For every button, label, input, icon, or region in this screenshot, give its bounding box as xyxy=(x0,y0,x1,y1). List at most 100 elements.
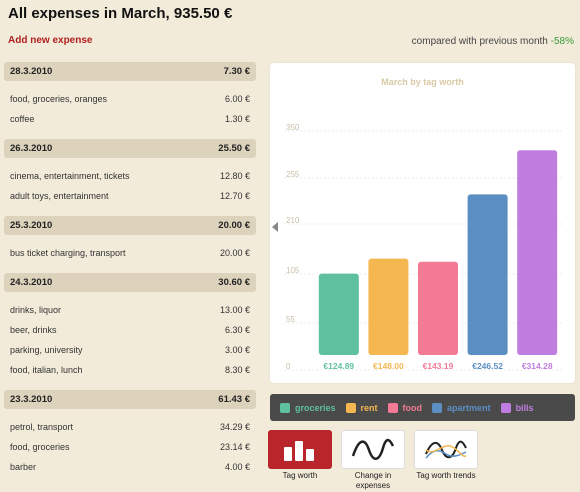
day-header[interactable]: 26.3.2010 25.50 € xyxy=(4,139,256,158)
y-tick-label: 55 xyxy=(286,315,295,324)
expense-row[interactable]: bus ticket charging, transport 20.00 € xyxy=(4,243,256,263)
chart-view-selector: Tag worth Change in expenses Tag worth tre… xyxy=(268,430,478,491)
expense-label: drinks, liquor xyxy=(10,305,62,315)
expense-row[interactable]: adult toys, entertainment 12.70 € xyxy=(4,186,256,206)
day-header[interactable]: 28.3.2010 7.30 € xyxy=(4,62,256,81)
day-date: 23.3.2010 xyxy=(10,394,53,405)
expense-label: barber xyxy=(10,462,37,472)
y-tick-label: 105 xyxy=(286,266,300,275)
chart-legend: groceries rent food apartment bills xyxy=(270,394,575,421)
multi-wave-icon xyxy=(414,430,478,469)
day-total: 30.60 € xyxy=(218,277,250,288)
chart-card: March by tag worth 350 255 210 105 55 0 €124.8… xyxy=(270,63,575,383)
expense-amount: 34.29 € xyxy=(219,422,250,432)
add-expense-link[interactable]: Add new expense xyxy=(8,35,93,46)
day-date: 25.3.2010 xyxy=(10,220,53,231)
expense-row[interactable]: food, italian, lunch 8.30 € xyxy=(4,360,256,380)
expense-amount: 12.70 € xyxy=(219,191,250,201)
expense-label: food, groceries xyxy=(10,442,70,452)
expense-amount: 1.30 € xyxy=(224,114,250,124)
expense-label: cinema, entertainment, tickets xyxy=(10,171,130,181)
view-label: Tag worth trends xyxy=(416,471,476,480)
day-date: 28.3.2010 xyxy=(10,66,53,77)
legend-item-groceries[interactable]: groceries xyxy=(280,402,336,413)
view-toggle-0[interactable]: Tag worth xyxy=(268,430,332,491)
bar-value-label: €143.19 xyxy=(423,361,454,371)
wave-line-icon xyxy=(341,430,405,469)
expense-label: coffee xyxy=(10,114,35,124)
chart-title: March by tag worth xyxy=(381,77,464,87)
expense-list: 28.3.2010 7.30 € food, groceries, oranges 6… xyxy=(4,62,256,487)
comparison-text: compared with previous month xyxy=(411,36,548,47)
bar-food[interactable] xyxy=(418,261,458,355)
expense-amount: 12.80 € xyxy=(219,171,250,181)
day-header[interactable]: 23.3.2010 61.43 € xyxy=(4,390,256,409)
expense-amount: 6.00 € xyxy=(224,94,250,104)
legend-swatch xyxy=(345,402,356,413)
y-tick-label: 255 xyxy=(286,170,300,179)
expense-row[interactable]: beer, drinks 6.30 € xyxy=(4,320,256,340)
legend-swatch xyxy=(387,402,398,413)
legend-swatch xyxy=(432,402,443,413)
expense-row[interactable]: cinema, entertainment, tickets 12.80 € xyxy=(4,166,256,186)
legend-label: rent xyxy=(360,402,378,413)
view-label: Tag worth xyxy=(282,471,318,480)
expense-label: food, groceries, oranges xyxy=(10,94,108,104)
day-date: 24.3.2010 xyxy=(10,277,53,288)
day-total: 20.00 € xyxy=(218,220,250,231)
day-total: 7.30 € xyxy=(223,66,250,77)
expense-label: adult toys, entertainment xyxy=(10,191,109,201)
legend-item-apartment[interactable]: apartment xyxy=(432,402,491,413)
legend-item-bills[interactable]: bills xyxy=(500,402,534,413)
day-total: 61.43 € xyxy=(218,394,250,405)
day-header[interactable]: 24.3.2010 30.60 € xyxy=(4,273,256,292)
bar-value-label: €314.28 xyxy=(522,361,553,371)
expense-amount: 3.00 € xyxy=(224,345,250,355)
view-toggle-1[interactable]: Change in expenses xyxy=(341,430,405,491)
expense-label: petrol, transport xyxy=(10,422,74,432)
legend-label: apartment xyxy=(447,402,491,413)
view-toggle-2[interactable]: Tag worth trends xyxy=(414,430,478,491)
expense-amount: 8.30 € xyxy=(224,365,250,375)
month-comparison: compared with previous month -58% xyxy=(412,36,574,47)
page-title: All expenses in March, 935.50 € xyxy=(8,5,233,22)
y-tick-label: 0 xyxy=(286,362,291,371)
legend-item-rent[interactable]: rent xyxy=(345,402,378,413)
expense-row[interactable]: barber 4.00 € xyxy=(4,457,256,477)
bar-rent[interactable] xyxy=(368,258,409,355)
bar-groceries[interactable] xyxy=(318,273,359,355)
expense-row[interactable]: parking, university 3.00 € xyxy=(4,340,256,360)
legend-item-food[interactable]: food xyxy=(387,402,423,413)
legend-label: groceries xyxy=(295,402,336,413)
day-date: 26.3.2010 xyxy=(10,143,53,154)
bar-bills[interactable] xyxy=(517,150,558,355)
expense-amount: 13.00 € xyxy=(219,305,250,315)
expense-row[interactable]: drinks, liquor 13.00 € xyxy=(4,300,256,320)
legend-swatch xyxy=(280,402,290,413)
expense-row[interactable]: petrol, transport 34.29 € xyxy=(4,417,256,437)
legend-label: bills xyxy=(515,402,534,413)
legend-swatch xyxy=(500,402,511,413)
bar-apartment[interactable] xyxy=(467,194,508,355)
expense-amount: 20.00 € xyxy=(219,248,250,258)
expense-label: bus ticket charging, transport xyxy=(10,248,126,258)
y-tick-label: 210 xyxy=(286,216,300,225)
expense-row[interactable]: food, groceries, oranges 6.00 € xyxy=(4,89,256,109)
bar-value-label: €148.00 xyxy=(373,361,404,371)
expense-label: beer, drinks xyxy=(10,325,57,335)
comparison-percent: -58% xyxy=(550,36,574,47)
day-header[interactable]: 25.3.2010 20.00 € xyxy=(4,216,256,235)
bar-value-label: €124.89 xyxy=(323,361,354,371)
day-total: 25.50 € xyxy=(218,143,250,154)
bar-value-label: €246.52 xyxy=(472,361,503,371)
expense-row[interactable]: food, groceries 23.14 € xyxy=(4,437,256,457)
bar-chart-icon xyxy=(268,430,332,469)
expense-row[interactable]: coffee 1.30 € xyxy=(4,109,256,129)
expense-label: parking, university xyxy=(10,345,83,355)
y-tick-label: 350 xyxy=(286,123,300,132)
expense-amount: 23.14 € xyxy=(219,442,250,452)
previous-month-arrow-icon[interactable] xyxy=(272,222,278,232)
legend-label: food xyxy=(402,402,423,413)
expense-amount: 6.30 € xyxy=(224,325,250,335)
tag-worth-bar-chart: 350 255 210 105 55 0 €124.89 €148.00 €143.19 €246… xyxy=(284,123,562,371)
